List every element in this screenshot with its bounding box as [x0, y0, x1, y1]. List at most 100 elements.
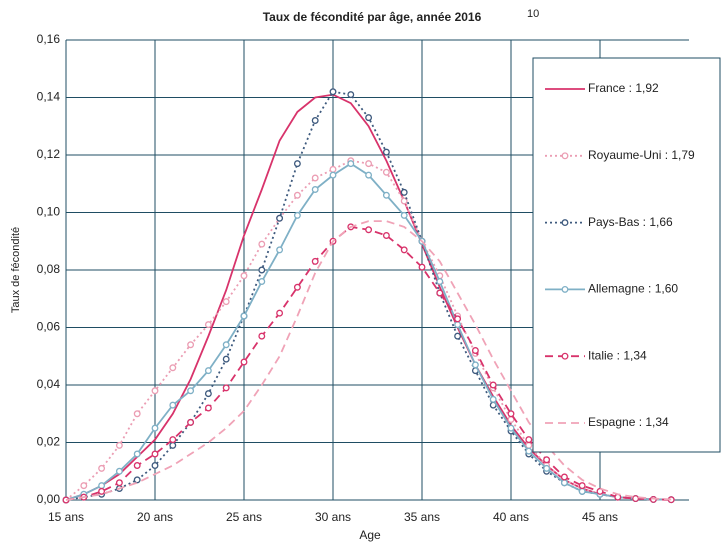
data-point — [560, 479, 568, 487]
y-tick-label: 0,12 — [37, 147, 61, 161]
data-point — [115, 479, 123, 487]
legend-marker — [561, 285, 569, 293]
data-point — [222, 341, 230, 349]
data-point — [382, 168, 390, 176]
data-point — [382, 232, 390, 239]
data-point — [400, 197, 408, 205]
data-point — [436, 289, 444, 297]
data-point — [133, 476, 141, 484]
data-point — [151, 424, 159, 432]
legend-label: Italie : 1,34 — [588, 348, 647, 362]
data-point — [98, 464, 106, 472]
data-point — [133, 450, 141, 458]
data-point — [400, 246, 408, 254]
data-point — [543, 456, 551, 464]
x-tick-label: 25 ans — [226, 510, 262, 524]
legend-label: Pays-Bas : 1,66 — [588, 215, 673, 229]
legend-marker — [561, 219, 569, 227]
data-point — [329, 165, 337, 173]
data-point — [222, 298, 230, 306]
data-point — [365, 114, 373, 122]
data-point — [454, 332, 462, 340]
data-point — [525, 447, 533, 455]
data-point — [454, 315, 462, 323]
data-point — [382, 148, 390, 156]
data-point — [222, 355, 230, 363]
data-point — [365, 171, 373, 179]
data-point — [471, 347, 479, 354]
data-point — [329, 88, 337, 96]
data-point — [240, 312, 248, 320]
data-point — [365, 160, 373, 168]
data-point — [400, 211, 408, 219]
data-point — [258, 240, 266, 248]
y-tick-label: 0,06 — [37, 320, 61, 334]
x-tick-label: 45 ans — [582, 510, 618, 524]
x-tick-label: 35 ans — [404, 510, 440, 524]
data-point — [133, 410, 141, 418]
data-point — [187, 418, 195, 426]
data-point — [133, 462, 141, 469]
data-point — [276, 214, 284, 222]
data-point — [115, 467, 123, 475]
legend-label: Royaume-Uni : 1,79 — [588, 148, 695, 162]
data-point — [471, 361, 479, 369]
legend-marker — [561, 352, 569, 360]
data-point — [293, 160, 301, 168]
legend-label: France : 1,92 — [588, 81, 659, 95]
data-point — [204, 404, 212, 412]
data-point — [293, 191, 301, 199]
data-point — [454, 321, 462, 329]
y-tick-label: 0,00 — [37, 492, 61, 506]
data-point — [169, 401, 177, 409]
data-point — [365, 226, 373, 234]
data-point — [400, 188, 408, 196]
y-tick-label: 0,04 — [37, 377, 61, 391]
y-tick-label: 0,16 — [37, 32, 61, 46]
legend: France : 1,92 Royaume-Uni : 1,79 Pays-Bas … — [532, 57, 721, 453]
data-point — [347, 160, 355, 168]
data-point — [204, 321, 212, 329]
data-point — [276, 246, 284, 254]
data-point — [311, 186, 319, 193]
data-point — [293, 211, 301, 219]
data-point — [311, 257, 319, 265]
x-tick-label: 30 ans — [315, 510, 351, 524]
data-point — [258, 278, 266, 285]
data-point — [329, 171, 337, 179]
data-point — [311, 174, 319, 182]
data-point — [543, 464, 551, 472]
data-point — [222, 384, 230, 392]
data-point — [258, 332, 266, 340]
y-axis-label: Taux de fécondité — [10, 227, 22, 313]
annotation: 10 — [527, 8, 539, 20]
legend-box — [532, 57, 721, 453]
data-point — [115, 441, 123, 449]
x-tick-label: 40 ans — [493, 510, 529, 524]
data-point — [151, 462, 159, 469]
data-point — [418, 263, 426, 271]
data-point — [525, 436, 533, 444]
legend-label: Allemagne : 1,60 — [588, 282, 678, 296]
legend-label: Espagne : 1,34 — [588, 415, 669, 429]
data-point — [187, 387, 195, 395]
data-point — [151, 387, 159, 395]
y-tick-label: 0,08 — [37, 262, 61, 276]
data-point — [80, 482, 88, 490]
data-point — [98, 482, 106, 490]
y-tick-label: 0,02 — [37, 435, 61, 449]
data-point — [311, 117, 319, 124]
data-point — [204, 367, 212, 375]
y-tick-label: 0,14 — [37, 90, 61, 104]
data-point — [98, 487, 106, 495]
chart-title: Taux de fécondité par âge, année 2016 — [263, 10, 482, 24]
data-point — [347, 91, 355, 99]
data-point — [240, 272, 248, 280]
data-point — [632, 495, 640, 503]
data-point — [578, 487, 586, 495]
data-point — [293, 283, 301, 291]
data-point — [258, 266, 266, 274]
data-point — [489, 395, 497, 403]
x-tick-label: 20 ans — [137, 510, 173, 524]
